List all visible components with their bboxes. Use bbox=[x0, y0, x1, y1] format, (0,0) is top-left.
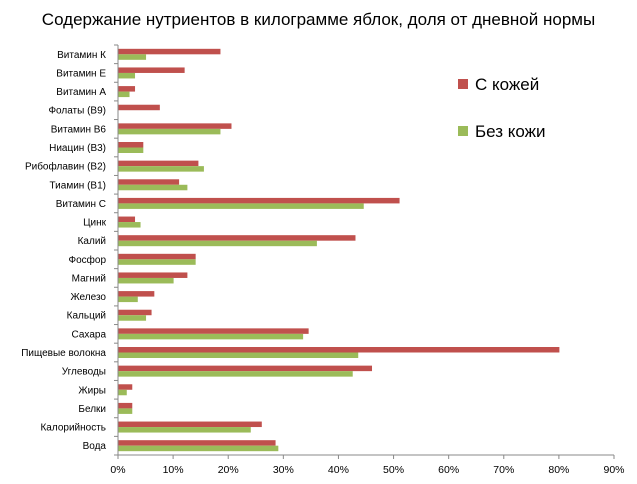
bar-without-skin bbox=[118, 203, 364, 209]
bar-with-skin bbox=[118, 365, 373, 372]
x-tick-label: 50% bbox=[383, 464, 404, 476]
bar-without-skin bbox=[118, 128, 221, 135]
category-label: Углеводы bbox=[62, 367, 106, 378]
bar-without-skin bbox=[118, 371, 353, 377]
category-label: Фолаты (B9) bbox=[48, 106, 106, 117]
bar-with-skin bbox=[118, 328, 309, 334]
x-tick-label: 20% bbox=[218, 464, 239, 476]
bar-without-skin bbox=[118, 222, 141, 228]
category-label: Витамин А bbox=[56, 87, 106, 98]
bar-without-skin bbox=[118, 166, 204, 172]
x-tick-label: 60% bbox=[438, 464, 459, 476]
category-label: Витамин Е bbox=[56, 68, 106, 79]
category-label: Белки bbox=[78, 404, 106, 415]
legend-label: С кожей bbox=[475, 75, 539, 94]
tick-labels: 0% 10% 20% 30% 40% 50% 60% 70% 80% 90% bbox=[110, 464, 624, 476]
bar-without-skin bbox=[118, 259, 196, 265]
bar-with-skin bbox=[118, 384, 133, 390]
bar-without-skin bbox=[118, 389, 127, 396]
category-label: Витамин С bbox=[56, 199, 106, 210]
x-tick-label: 80% bbox=[548, 464, 569, 476]
x-tick-label: 30% bbox=[273, 464, 294, 476]
category-label: Калорийность bbox=[40, 423, 106, 434]
category-label: Тиамин (B1) bbox=[50, 180, 106, 191]
category-label: Цинк bbox=[83, 218, 107, 229]
category-label: Ниацин (B3) bbox=[49, 143, 106, 154]
bar-with-skin bbox=[118, 440, 276, 446]
bar-with-skin bbox=[118, 48, 221, 55]
bar-without-skin bbox=[118, 315, 147, 321]
bar-with-skin bbox=[118, 272, 188, 278]
bar-with-skin bbox=[118, 235, 356, 241]
legend-label: Без кожи bbox=[475, 122, 546, 141]
category-label: Рибофлавин (B2) bbox=[25, 161, 106, 173]
category-label: Фосфор bbox=[68, 254, 106, 266]
bar-without-skin bbox=[118, 72, 136, 79]
legend-swatch bbox=[458, 126, 468, 136]
category-label: Магний bbox=[72, 273, 106, 284]
x-tick-label: 70% bbox=[493, 464, 514, 476]
x-tick-label: 10% bbox=[163, 464, 184, 476]
bar-without-skin bbox=[118, 445, 279, 452]
bar-with-skin bbox=[118, 216, 136, 223]
legend: С кожей Без кожи bbox=[458, 75, 546, 141]
category-label: Пищевые волокна bbox=[21, 348, 106, 359]
x-tick-label: 40% bbox=[328, 464, 349, 476]
bars-group bbox=[118, 48, 560, 452]
bar-without-skin bbox=[118, 240, 317, 247]
bar-with-skin bbox=[118, 253, 196, 260]
bar-without-skin bbox=[118, 296, 138, 303]
bar-without-skin bbox=[118, 333, 304, 340]
bar-without-skin bbox=[118, 408, 133, 414]
axes bbox=[114, 44, 615, 459]
bar-without-skin bbox=[118, 91, 130, 98]
category-label: Жиры bbox=[78, 385, 106, 396]
x-tick-label: 90% bbox=[603, 464, 624, 476]
bar-without-skin bbox=[118, 184, 188, 191]
bar-with-skin bbox=[118, 402, 133, 409]
bar-with-skin bbox=[118, 179, 180, 185]
bar-without-skin bbox=[118, 54, 147, 60]
category-label: Вода bbox=[83, 441, 107, 452]
bar-with-skin bbox=[118, 67, 185, 73]
bar-with-skin bbox=[118, 309, 152, 316]
category-label: Кальций bbox=[67, 311, 106, 322]
category-label: Железо bbox=[70, 292, 106, 303]
bar-without-skin bbox=[118, 427, 251, 433]
category-label: Калий bbox=[78, 236, 106, 247]
bar-without-skin bbox=[118, 277, 174, 284]
bar-with-skin bbox=[118, 86, 136, 92]
category-label: Витамин К bbox=[57, 50, 106, 61]
x-tick-label: 0% bbox=[110, 464, 125, 476]
bar-with-skin bbox=[118, 142, 144, 148]
bar-with-skin bbox=[118, 291, 155, 297]
chart-title: Содержание нутриентов в килограмме яблок… bbox=[41, 10, 596, 29]
bar-with-skin bbox=[118, 123, 232, 129]
category-labels: Витамин К Витамин Е Витамин А Фолаты (B9) Ви… bbox=[21, 50, 106, 452]
bar-with-skin bbox=[118, 104, 160, 111]
bar-with-skin bbox=[118, 347, 560, 353]
bar-with-skin bbox=[118, 160, 199, 167]
legend-swatch bbox=[458, 79, 468, 89]
bar-without-skin bbox=[118, 147, 144, 153]
category-label: Витамин B6 bbox=[51, 124, 107, 135]
bar-with-skin bbox=[118, 197, 400, 204]
bar-without-skin bbox=[118, 352, 359, 358]
category-label: Сахара bbox=[72, 329, 107, 340]
bar-with-skin bbox=[118, 421, 262, 428]
